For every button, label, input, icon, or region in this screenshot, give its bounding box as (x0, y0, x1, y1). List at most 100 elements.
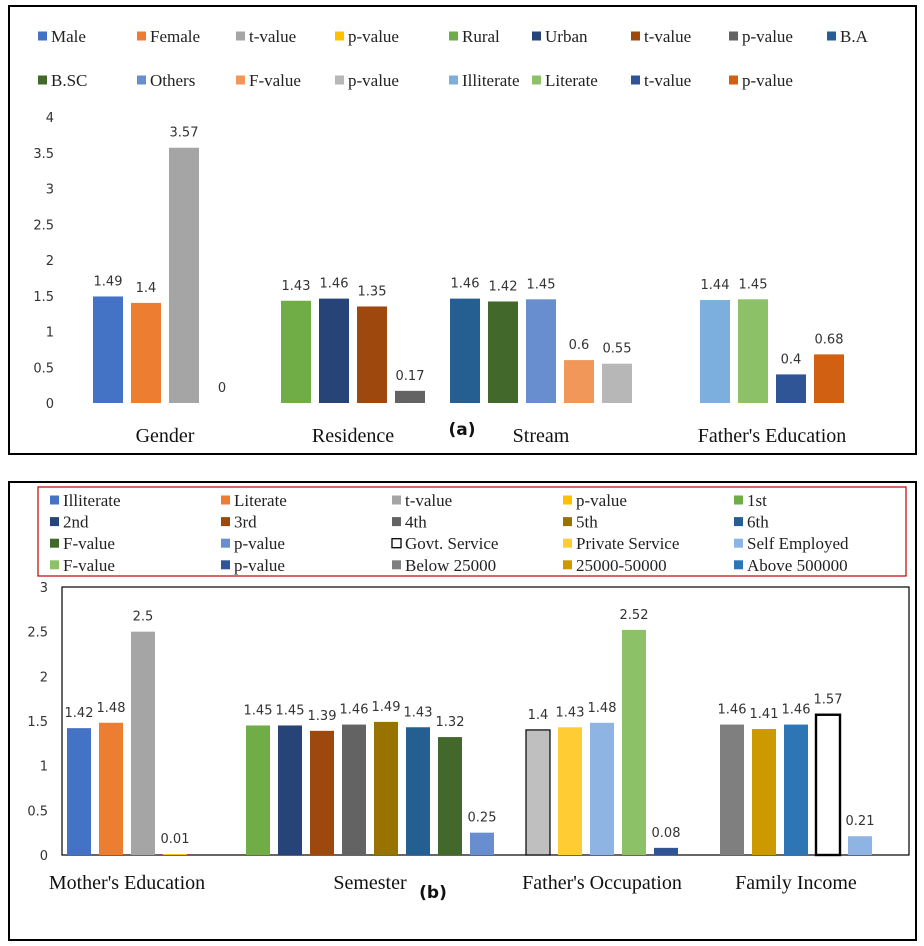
legend-item: p-value (729, 71, 793, 90)
bar (450, 298, 480, 403)
legend-swatch (50, 517, 59, 527)
legend-item: Male (38, 27, 86, 46)
legend-item: t-value (631, 27, 691, 46)
data-label: 0.01 (161, 832, 190, 847)
bar (406, 727, 430, 855)
bar (67, 728, 91, 855)
data-label: 1.35 (358, 284, 387, 299)
y-tick-label: 1 (46, 326, 54, 341)
legend-item: F-value (50, 556, 115, 575)
data-label: 0.4 (781, 352, 802, 367)
legend-swatch (563, 517, 572, 527)
bar (319, 298, 349, 403)
category-label: Residence (312, 425, 394, 447)
data-label: 1.45 (527, 277, 556, 292)
legend-swatch (335, 31, 344, 41)
data-label: 0.08 (652, 826, 681, 841)
category-label: Gender (136, 425, 195, 447)
data-label: 1.44 (701, 278, 730, 293)
data-label: 1.57 (814, 693, 843, 708)
bar (131, 302, 161, 403)
data-label: 1.32 (436, 715, 465, 730)
bar (374, 721, 398, 855)
legend-item: Literate (532, 71, 598, 90)
chart-panel-b: Illiterate Literate t-value p-value 1st 2nd 3r… (8, 481, 917, 941)
legend-label: Rural (462, 27, 500, 46)
y-tick-label: 3 (46, 183, 54, 198)
legend-label: Illiterate (63, 491, 121, 510)
legend-swatch (392, 495, 401, 505)
data-label: 0.17 (396, 369, 425, 384)
y-tick-label: 1.5 (27, 715, 48, 730)
data-label: 1.46 (782, 703, 811, 718)
legend-label: Male (51, 27, 86, 46)
bar (622, 629, 646, 855)
legend-item: Self Employed (734, 534, 849, 553)
legend-swatch (734, 517, 743, 527)
legend-label: p-value (348, 27, 399, 46)
legend-label: F-value (63, 556, 115, 575)
bar (526, 299, 556, 403)
category-label: Father's Education (698, 425, 847, 447)
legend-swatch (137, 75, 146, 85)
legend-label: 1st (747, 491, 767, 510)
legend-label: 3rd (234, 513, 257, 532)
bar (169, 147, 199, 403)
legend-label: p-value (348, 71, 399, 90)
legend-item: p-value (563, 491, 627, 510)
bar (357, 306, 387, 403)
legend-label: t-value (405, 491, 452, 510)
legend-item: Private Service (563, 534, 679, 553)
legend-swatch (391, 538, 402, 549)
y-tick-label: 1.5 (33, 290, 54, 305)
legend-swatch (137, 31, 146, 41)
legend-label: Govt. Service (405, 534, 498, 553)
legend-label: Above 500000 (747, 556, 848, 575)
legend-item: Female (137, 27, 200, 46)
legend-swatch (563, 495, 572, 505)
bar (163, 854, 187, 855)
legend-label: Urban (545, 27, 588, 46)
legend-label: F-value (249, 71, 301, 90)
data-label: 1.45 (276, 703, 305, 718)
y-tick-label: 2.5 (27, 626, 48, 641)
y-tick-label: 0.5 (27, 804, 48, 819)
y-tick-label: 4 (46, 111, 54, 126)
category-label: Father's Occupation (522, 872, 682, 894)
legend-item: F-value (50, 534, 115, 553)
legend-label: t-value (644, 71, 691, 90)
data-label: 0.6 (569, 338, 590, 353)
legend-item: t-value (631, 71, 691, 90)
data-label: 1.43 (404, 705, 433, 720)
bar (738, 299, 768, 403)
legend-item: 6th (734, 513, 769, 532)
legend-swatch (729, 75, 738, 85)
legend-swatch (449, 75, 458, 85)
bar (93, 296, 123, 403)
legend-swatch (729, 31, 738, 41)
legend-item: Illiterate (449, 71, 520, 90)
legend-swatch (38, 31, 47, 41)
category-label: Stream (513, 425, 570, 447)
legend-item: 1st (734, 491, 767, 510)
legend-swatch (335, 75, 344, 85)
legend-item: 3rd (221, 513, 257, 532)
category-label: Semester (333, 872, 407, 894)
legend-swatch (392, 560, 401, 570)
legend-swatch (50, 538, 59, 548)
legend-item: Others (137, 71, 195, 90)
y-tick-label: 0.5 (33, 361, 54, 376)
data-label: 1.48 (588, 701, 617, 716)
legend-label: p-value (576, 491, 627, 510)
data-label: 1.46 (320, 277, 349, 292)
data-label: 1.39 (308, 709, 337, 724)
legend-swatch (563, 560, 572, 570)
data-label: 1.43 (282, 279, 311, 294)
bar (278, 725, 302, 855)
legend-item: p-value (729, 27, 793, 46)
legend-swatch (236, 75, 245, 85)
bar (776, 374, 806, 403)
legend-swatch (50, 560, 59, 570)
legend-item: t-value (392, 491, 452, 510)
bar (395, 390, 425, 403)
